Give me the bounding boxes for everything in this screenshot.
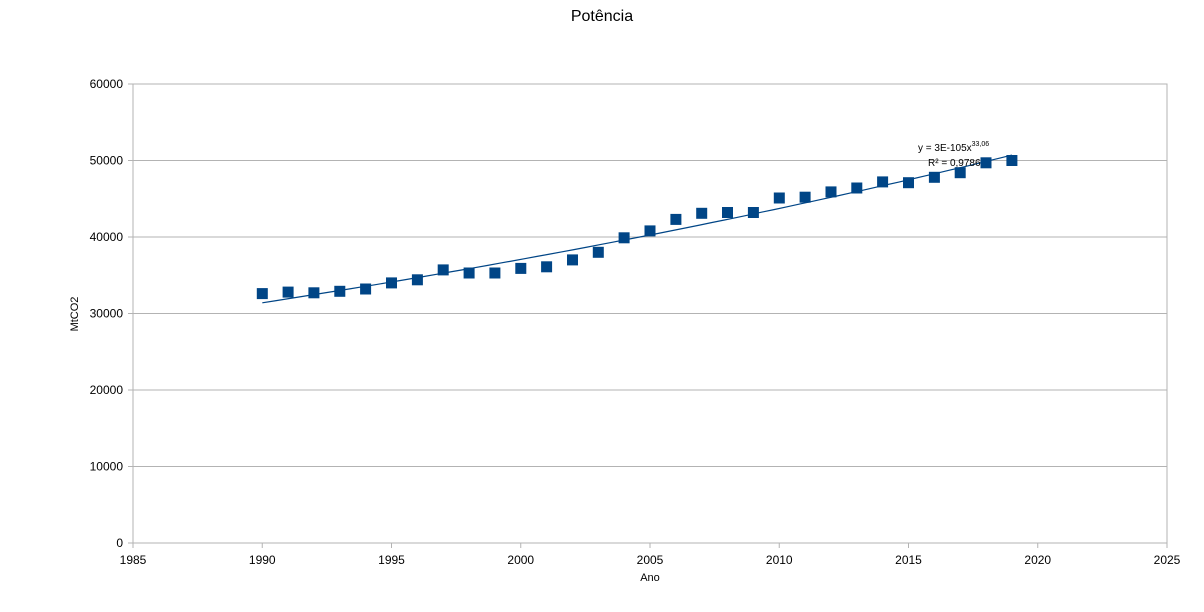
data-point xyxy=(722,207,733,218)
data-point xyxy=(670,213,682,225)
data-point xyxy=(463,267,475,279)
x-axis-label: Ano xyxy=(640,572,660,584)
data-point xyxy=(903,177,914,189)
data-point xyxy=(308,287,320,299)
data-point xyxy=(877,176,889,188)
x-tick-label: 2025 xyxy=(1154,553,1181,567)
x-tick-label: 2020 xyxy=(1024,553,1051,567)
y-tick-label: 60000 xyxy=(90,77,124,91)
trendline-r2: R² = 0,9786 xyxy=(928,158,981,169)
y-axis-label: MtCO2 xyxy=(69,297,81,332)
data-point xyxy=(282,286,294,298)
data-point xyxy=(567,254,578,266)
trendline xyxy=(262,154,1013,304)
x-tick-label: 2010 xyxy=(766,553,793,567)
y-tick-label: 40000 xyxy=(90,230,124,244)
data-point xyxy=(773,192,785,204)
chart-title: Potência xyxy=(571,8,633,25)
x-tick-label: 1990 xyxy=(249,553,276,567)
trendline-exponent: 33,06 xyxy=(972,141,990,148)
data-points xyxy=(256,155,1018,300)
data-point xyxy=(592,246,604,258)
y-tick-label: 30000 xyxy=(90,307,124,321)
y-tick-label: 20000 xyxy=(90,383,124,397)
data-point xyxy=(696,207,708,219)
data-point xyxy=(954,167,966,179)
data-point xyxy=(256,288,268,300)
data-point xyxy=(515,262,527,274)
data-point xyxy=(360,283,372,295)
data-point xyxy=(334,285,346,297)
gridlines xyxy=(133,83,1167,544)
y-axis: 0 10000 20000 30000 40000 50000 60000 xyxy=(90,77,133,550)
x-tick-label: 1985 xyxy=(120,553,147,567)
x-tick-label: 2005 xyxy=(637,553,664,567)
data-point xyxy=(825,186,837,198)
data-point xyxy=(1006,155,1018,166)
y-tick-label: 0 xyxy=(116,536,123,550)
x-tick-label: 1995 xyxy=(378,553,405,567)
data-point xyxy=(644,225,656,237)
data-point xyxy=(851,182,863,194)
x-tick-label: 2015 xyxy=(895,553,922,567)
data-point xyxy=(980,157,992,169)
data-point xyxy=(747,207,759,218)
data-point xyxy=(489,267,501,279)
data-point xyxy=(618,232,630,244)
data-point xyxy=(928,171,940,183)
y-tick-label: 50000 xyxy=(90,154,124,168)
trendline-equation: y = 3E-105x33,06 xyxy=(918,141,989,154)
data-point xyxy=(411,274,423,286)
data-point xyxy=(799,191,811,203)
data-point xyxy=(386,277,397,289)
data-point xyxy=(437,264,449,276)
y-tick-label: 10000 xyxy=(90,460,124,474)
x-tick-label: 2000 xyxy=(507,553,534,567)
x-axis: 1985 1990 1995 2000 2005 2010 2015 2020 2025 xyxy=(120,543,1181,567)
data-point xyxy=(541,261,553,273)
